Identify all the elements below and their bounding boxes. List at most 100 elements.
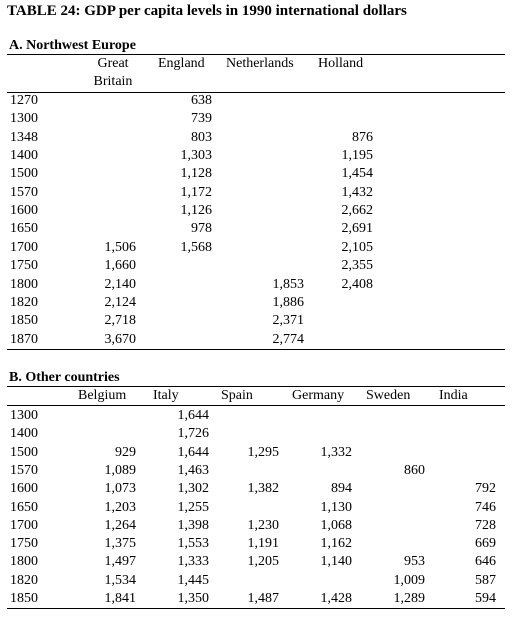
col-header-italy: Italy <box>153 388 179 403</box>
col-header-spain: Spain <box>221 388 253 403</box>
cell-belgium: 1,203 <box>104 499 137 515</box>
cell-belgium: 1,534 <box>104 572 137 588</box>
row-year: 1348 <box>10 129 38 145</box>
cell-india: 587 <box>475 572 496 588</box>
cell-italy: 1,553 <box>177 536 210 552</box>
cell-england: 1,172 <box>180 184 213 200</box>
cell-holland: 2,662 <box>341 203 374 219</box>
cell-italy: 1,333 <box>177 554 210 570</box>
cell-great-britain: 3,670 <box>104 331 137 347</box>
cell-netherlands: 2,774 <box>272 331 305 347</box>
row-year: 1300 <box>10 408 38 423</box>
cell-spain: 1,382 <box>247 481 280 497</box>
cell-great-britain: 2,140 <box>104 276 137 292</box>
cell-italy: 1,255 <box>177 499 210 515</box>
cell-england: 1,303 <box>180 148 213 164</box>
cell-germany: 1,428 <box>320 591 353 606</box>
cell-belgium: 1,264 <box>104 517 137 533</box>
cell-germany: 1,130 <box>320 499 353 515</box>
cell-india: 728 <box>475 517 496 533</box>
row-year: 1600 <box>10 203 38 219</box>
cell-belgium: 1,375 <box>104 536 137 552</box>
cell-belgium: 1,073 <box>104 481 137 497</box>
cell-england: 1,126 <box>180 203 213 219</box>
cell-holland: 2,408 <box>341 276 374 292</box>
col-header-sweden: Sweden <box>366 388 411 403</box>
section-a-top-rule <box>7 54 505 55</box>
cell-holland: 2,691 <box>341 221 374 237</box>
cell-holland: 2,105 <box>341 239 374 255</box>
cell-spain: 1,205 <box>247 554 280 570</box>
cell-india: 746 <box>475 499 496 515</box>
section-b-heading: B. Other countries <box>9 370 120 385</box>
row-year: 1600 <box>10 481 38 497</box>
cell-holland: 1,432 <box>341 184 374 200</box>
col-header-gb-line1: Great <box>97 56 129 71</box>
cell-belgium: 1,497 <box>104 554 137 570</box>
cell-italy: 1,463 <box>177 462 210 478</box>
cell-netherlands: 1,886 <box>272 294 305 310</box>
row-year: 1850 <box>10 313 38 329</box>
cell-italy: 1,644 <box>177 408 210 423</box>
section-b-bottom-rule <box>7 608 505 609</box>
cell-holland: 876 <box>352 129 373 145</box>
cell-england: 638 <box>191 93 212 108</box>
cell-holland: 1,454 <box>341 166 374 182</box>
col-header-netherlands: Netherlands <box>226 56 294 71</box>
cell-india: 646 <box>475 554 496 570</box>
row-year: 1500 <box>10 444 38 460</box>
cell-spain: 1,295 <box>247 444 280 460</box>
cell-sweden: 860 <box>404 462 425 478</box>
row-year: 1270 <box>10 93 38 108</box>
cell-netherlands: 1,853 <box>272 276 305 292</box>
row-year: 1800 <box>10 554 38 570</box>
cell-italy: 1,726 <box>177 426 210 442</box>
col-header-holland: Holland <box>318 56 364 71</box>
cell-germany: 1,162 <box>320 536 353 552</box>
section-b-top-rule <box>7 386 505 387</box>
cell-india: 669 <box>475 536 496 552</box>
section-a-heading: A. Northwest Europe <box>9 38 136 53</box>
row-year: 1500 <box>10 166 38 182</box>
col-header-gb-line2: Britain <box>93 74 133 89</box>
row-year: 1800 <box>10 276 38 292</box>
cell-sweden: 1,289 <box>393 591 426 606</box>
col-header-great-britain: Great Britain <box>88 55 138 91</box>
row-year: 1750 <box>10 536 38 552</box>
cell-belgium: 1,089 <box>104 462 137 478</box>
row-year: 1820 <box>10 572 38 588</box>
row-year: 1700 <box>10 239 38 255</box>
row-year: 1400 <box>10 426 38 442</box>
row-year: 1300 <box>10 111 38 127</box>
cell-italy: 1,350 <box>177 591 210 606</box>
row-year: 1570 <box>10 184 38 200</box>
row-year: 1650 <box>10 499 38 515</box>
cell-germany: 1,332 <box>320 444 353 460</box>
cell-germany: 1,068 <box>320 517 353 533</box>
cell-spain: 1,230 <box>247 517 280 533</box>
cell-italy: 1,302 <box>177 481 210 497</box>
cell-italy: 1,445 <box>177 572 210 588</box>
cell-germany: 1,140 <box>320 554 353 570</box>
cell-spain: 1,191 <box>247 536 280 552</box>
row-year: 1820 <box>10 294 38 310</box>
row-year: 1700 <box>10 517 38 533</box>
cell-sweden: 1,009 <box>393 572 426 588</box>
cell-great-britain: 1,506 <box>104 239 137 255</box>
cell-great-britain: 2,718 <box>104 313 137 329</box>
cell-holland: 1,195 <box>341 148 374 164</box>
cell-belgium: 1,841 <box>104 591 137 606</box>
col-header-england: England <box>158 56 205 71</box>
row-year: 1870 <box>10 331 38 347</box>
col-header-india: India <box>439 388 468 403</box>
cell-germany: 894 <box>331 481 352 497</box>
cell-belgium: 929 <box>115 444 136 460</box>
section-a-bottom-rule <box>7 349 505 350</box>
table-title: TABLE 24: GDP per capita levels in 1990 … <box>7 3 407 19</box>
cell-england: 978 <box>191 221 212 237</box>
cell-india: 792 <box>475 481 496 497</box>
cell-england: 1,128 <box>180 166 213 182</box>
cell-holland: 2,355 <box>341 258 374 274</box>
cell-sweden: 953 <box>404 554 425 570</box>
cell-england: 803 <box>191 129 212 145</box>
